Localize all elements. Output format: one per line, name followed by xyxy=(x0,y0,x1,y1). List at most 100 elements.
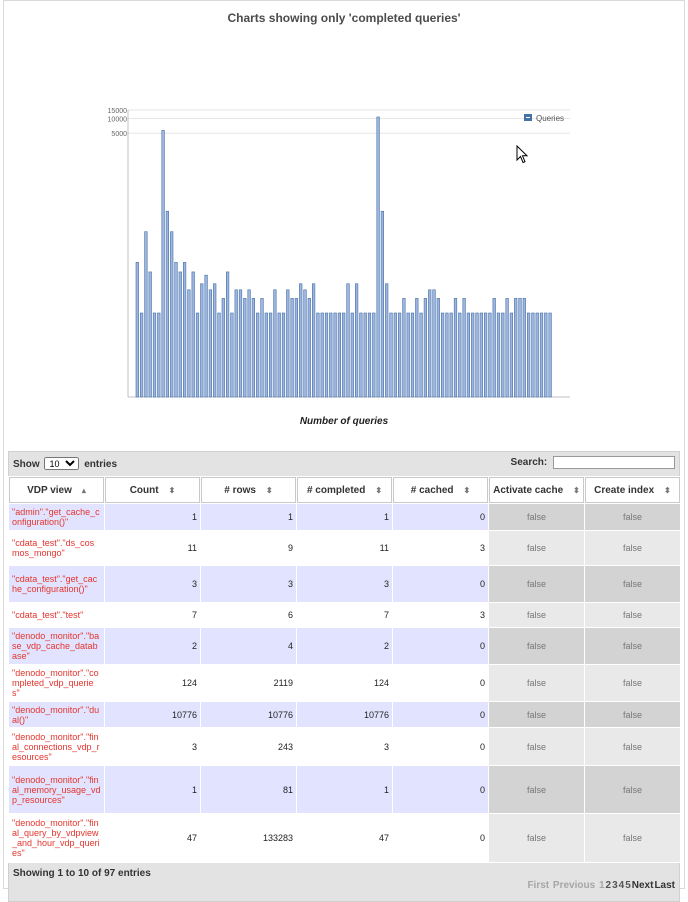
queries-bar[interactable] xyxy=(397,312,402,398)
queries-bar[interactable] xyxy=(423,298,428,398)
queries-bar[interactable] xyxy=(432,289,436,398)
activate-toggle[interactable]: false xyxy=(489,628,584,664)
queries-bar[interactable] xyxy=(281,312,286,398)
queries-bar[interactable] xyxy=(544,312,548,398)
queries-bar[interactable] xyxy=(514,298,518,398)
queries-bar[interactable] xyxy=(488,312,492,398)
queries-bar[interactable] xyxy=(191,271,195,398)
queries-bar[interactable] xyxy=(329,312,333,398)
queries-bar[interactable] xyxy=(187,289,191,398)
queries-bar[interactable] xyxy=(436,298,440,398)
queries-bar[interactable] xyxy=(380,210,385,398)
activate-toggle[interactable]: false xyxy=(489,504,584,530)
column-header[interactable]: VDP view ▴ xyxy=(9,477,104,503)
queries-bar[interactable] xyxy=(217,312,221,398)
queries-bar[interactable] xyxy=(522,298,526,398)
queries-bar[interactable] xyxy=(161,130,165,398)
queries-bar[interactable] xyxy=(415,298,419,398)
queries-bar[interactable] xyxy=(213,283,217,398)
column-header[interactable]: # cached ⬍ xyxy=(393,477,488,503)
activate-toggle[interactable]: false xyxy=(489,531,584,565)
queries-bar[interactable] xyxy=(234,289,238,398)
queries-bar[interactable] xyxy=(294,298,299,398)
queries-bar[interactable] xyxy=(526,312,531,398)
queries-bar[interactable] xyxy=(337,312,342,398)
index-toggle[interactable]: false xyxy=(585,814,680,862)
queries-bar[interactable] xyxy=(139,312,144,398)
activate-toggle[interactable]: false xyxy=(489,566,584,602)
index-toggle[interactable]: false xyxy=(585,504,680,530)
activate-toggle[interactable]: false xyxy=(489,814,584,862)
queries-bar[interactable] xyxy=(170,231,174,398)
queries-bar[interactable] xyxy=(385,283,389,398)
queries-bar[interactable] xyxy=(548,312,552,398)
queries-bar[interactable] xyxy=(238,289,243,398)
first-page-button[interactable]: First xyxy=(527,880,550,891)
index-toggle[interactable]: false xyxy=(585,628,680,664)
activate-toggle[interactable]: false xyxy=(489,766,584,813)
next-page-button[interactable]: Next xyxy=(631,880,654,891)
queries-bar[interactable] xyxy=(307,298,311,398)
queries-bar[interactable] xyxy=(496,312,501,398)
entries-select[interactable]: 10 xyxy=(44,457,80,470)
queries-bar[interactable] xyxy=(174,262,178,398)
search-input[interactable] xyxy=(553,456,675,469)
queries-bar[interactable] xyxy=(148,271,152,398)
queries-bar[interactable] xyxy=(483,312,488,398)
queries-bar[interactable] xyxy=(367,312,372,398)
index-toggle[interactable]: false xyxy=(585,728,680,765)
queries-bar[interactable] xyxy=(350,312,354,398)
queries-bar[interactable] xyxy=(492,298,496,398)
queries-bar[interactable] xyxy=(324,312,329,398)
queries-bar[interactable] xyxy=(277,312,281,398)
queries-bar[interactable] xyxy=(243,298,247,398)
queries-bar[interactable] xyxy=(260,298,264,398)
queries-bar[interactable] xyxy=(256,312,260,398)
column-header[interactable]: # completed ⬍ xyxy=(297,477,392,503)
queries-bar[interactable] xyxy=(195,312,200,398)
queries-bar[interactable] xyxy=(226,271,230,398)
queries-bar[interactable] xyxy=(152,312,157,398)
queries-bar[interactable] xyxy=(355,283,359,398)
queries-bar[interactable] xyxy=(406,312,410,398)
queries-bar[interactable] xyxy=(509,312,514,398)
index-toggle[interactable]: false xyxy=(585,603,680,627)
activate-toggle[interactable]: false xyxy=(489,665,584,701)
queries-bar[interactable] xyxy=(135,262,139,398)
queries-bar[interactable] xyxy=(251,298,256,398)
queries-bar[interactable] xyxy=(333,312,337,398)
queries-bar[interactable] xyxy=(200,283,204,398)
queries-bar[interactable] xyxy=(165,210,169,398)
queries-bar[interactable] xyxy=(518,298,522,398)
queries-bar[interactable] xyxy=(290,298,294,398)
queries-bar[interactable] xyxy=(539,312,544,398)
last-page-button[interactable]: Last xyxy=(654,880,675,891)
index-toggle[interactable]: false xyxy=(585,566,680,602)
queries-bar[interactable] xyxy=(273,289,277,398)
queries-bar[interactable] xyxy=(410,312,415,398)
index-toggle[interactable]: false xyxy=(585,665,680,701)
queries-bar[interactable] xyxy=(144,231,148,398)
queries-bar[interactable] xyxy=(389,312,393,398)
activate-toggle[interactable]: false xyxy=(489,603,584,627)
page-1-button[interactable]: 1 xyxy=(598,880,605,891)
queries-bar[interactable] xyxy=(320,312,324,398)
queries-bar[interactable] xyxy=(359,312,363,398)
queries-bar[interactable] xyxy=(505,298,509,398)
queries-bar[interactable] xyxy=(535,312,539,398)
column-header[interactable]: Count ⬍ xyxy=(105,477,200,503)
queries-bar[interactable] xyxy=(183,262,187,398)
queries-bar[interactable] xyxy=(466,312,471,398)
column-header[interactable]: Activate cache ⬍ xyxy=(489,477,584,503)
queries-bar[interactable] xyxy=(453,298,458,398)
previous-page-button[interactable]: Previous xyxy=(552,880,596,891)
index-toggle[interactable]: false xyxy=(585,766,680,813)
queries-bar[interactable] xyxy=(342,312,346,398)
queries-bar[interactable] xyxy=(440,312,445,398)
queries-bar[interactable] xyxy=(531,312,535,398)
queries-bar[interactable] xyxy=(501,312,505,398)
queries-bar[interactable] xyxy=(363,312,367,398)
legend-label[interactable]: Queries xyxy=(536,114,564,123)
queries-bar[interactable] xyxy=(475,312,479,398)
column-header[interactable]: # rows ⬍ xyxy=(201,477,296,503)
